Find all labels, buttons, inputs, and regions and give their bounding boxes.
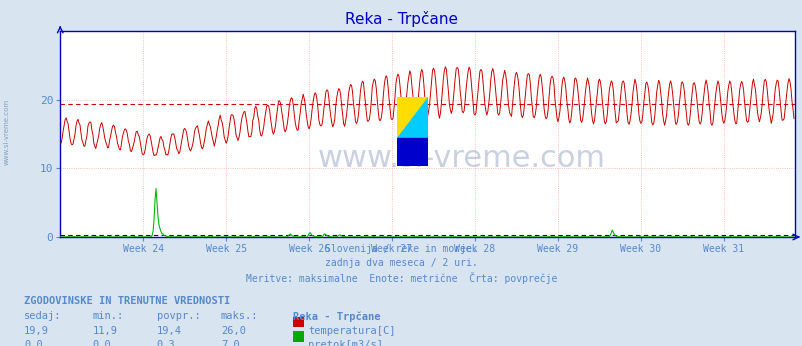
Text: povpr.:: povpr.: xyxy=(156,311,200,321)
Text: zadnja dva meseca / 2 uri.: zadnja dva meseca / 2 uri. xyxy=(325,258,477,268)
Text: Reka - Trpčane: Reka - Trpčane xyxy=(345,11,457,27)
Text: sedaj:: sedaj: xyxy=(24,311,62,321)
Text: pretok[m3/s]: pretok[m3/s] xyxy=(308,340,383,346)
Polygon shape xyxy=(397,97,427,138)
Text: Slovenija / reke in morje.: Slovenija / reke in morje. xyxy=(325,244,477,254)
Text: 19,4: 19,4 xyxy=(156,326,181,336)
Text: maks.:: maks.: xyxy=(221,311,258,321)
Text: 26,0: 26,0 xyxy=(221,326,245,336)
Text: temperatura[C]: temperatura[C] xyxy=(308,326,395,336)
Polygon shape xyxy=(397,97,427,138)
Text: www.si-vreme.com: www.si-vreme.com xyxy=(317,144,605,173)
Text: 7,0: 7,0 xyxy=(221,340,239,346)
Text: 11,9: 11,9 xyxy=(92,326,117,336)
Text: 0,3: 0,3 xyxy=(156,340,175,346)
Text: www.si-vreme.com: www.si-vreme.com xyxy=(3,98,10,165)
Polygon shape xyxy=(397,138,427,166)
Text: Meritve: maksimalne  Enote: metrične  Črta: povprečje: Meritve: maksimalne Enote: metrične Črta… xyxy=(245,272,557,284)
Text: 19,9: 19,9 xyxy=(24,326,49,336)
Text: 0,0: 0,0 xyxy=(24,340,43,346)
Text: Reka - Trpčane: Reka - Trpčane xyxy=(293,311,380,321)
Text: 0,0: 0,0 xyxy=(92,340,111,346)
Text: min.:: min.: xyxy=(92,311,124,321)
Text: ZGODOVINSKE IN TRENUTNE VREDNOSTI: ZGODOVINSKE IN TRENUTNE VREDNOSTI xyxy=(24,296,230,306)
